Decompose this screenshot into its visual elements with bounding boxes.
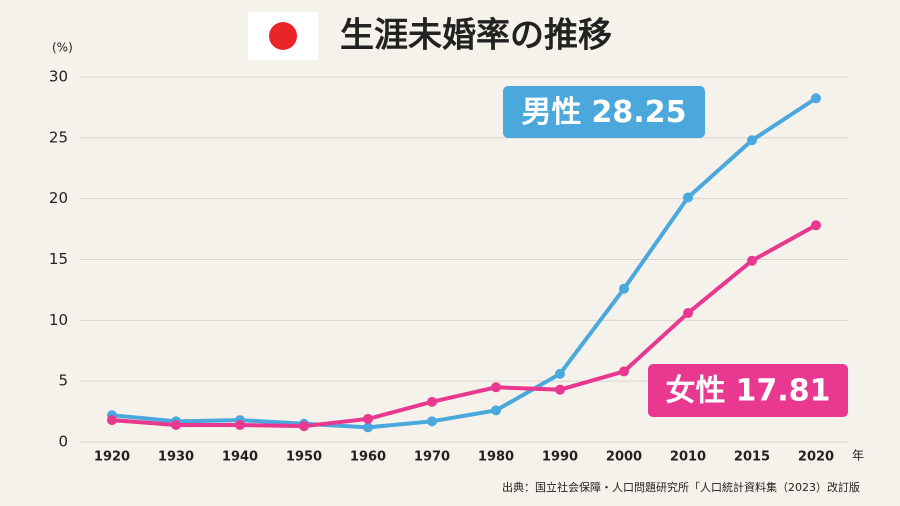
callout-box [648,364,848,417]
y-tick-label: 10 [49,311,68,329]
chart-title: 生涯未婚率の推移 [340,16,612,56]
point [747,135,757,146]
callout-label: 男性 28.25 [522,95,687,130]
point [491,405,501,416]
y-tick-label: 0 [58,433,68,451]
value-label: 17.81 [736,373,831,408]
x-tick-label: 2000 [606,450,642,465]
point [107,415,117,426]
point [171,419,181,430]
y-tick-label: 15 [49,250,68,268]
point [683,308,693,319]
x-tick-label: 1970 [414,450,450,465]
series-line [111,96,818,430]
point [811,93,821,104]
point [555,368,565,379]
point [427,396,437,407]
callout-label: 女性 17.81 [666,373,831,408]
legend-label: 女性 [666,373,726,408]
y-tick-label: 5 [58,372,68,390]
point [427,416,437,427]
flag-sun [269,22,297,50]
y-tick-label: 25 [49,128,68,146]
legend-label: 男性 [522,95,582,130]
point [555,384,565,395]
point [747,255,757,266]
series-line [111,223,817,429]
point [363,422,373,433]
point [299,421,309,432]
point [235,419,245,430]
point [363,413,373,424]
y-unit: (%) [52,41,73,55]
x-tick-label: 1990 [542,450,578,465]
value-label: 28.25 [592,95,687,130]
x-tick-label: 1980 [478,450,514,465]
x-tick-label: 2015 [734,450,770,465]
x-tick-label: 1960 [350,450,386,465]
source: 出典：国立社会保障・人口問題研究所「人口統計資料集（2023）改訂版 [502,480,860,494]
callout-box [503,86,705,138]
x-tick-label: 2020 [798,450,834,465]
y-tick-label: 30 [49,68,68,86]
point [683,192,693,203]
x-tick-label: 2010 [670,450,706,465]
x-unit: 年 [852,449,864,463]
point [491,382,501,393]
point [619,366,629,377]
x-tick-label: 1930 [158,450,194,465]
point [811,220,821,231]
x-tick-label: 1920 [94,450,130,465]
y-tick-label: 20 [49,189,68,207]
x-tick-label: 1950 [286,450,322,465]
point [619,283,629,294]
x-tick-label: 1940 [222,450,258,465]
